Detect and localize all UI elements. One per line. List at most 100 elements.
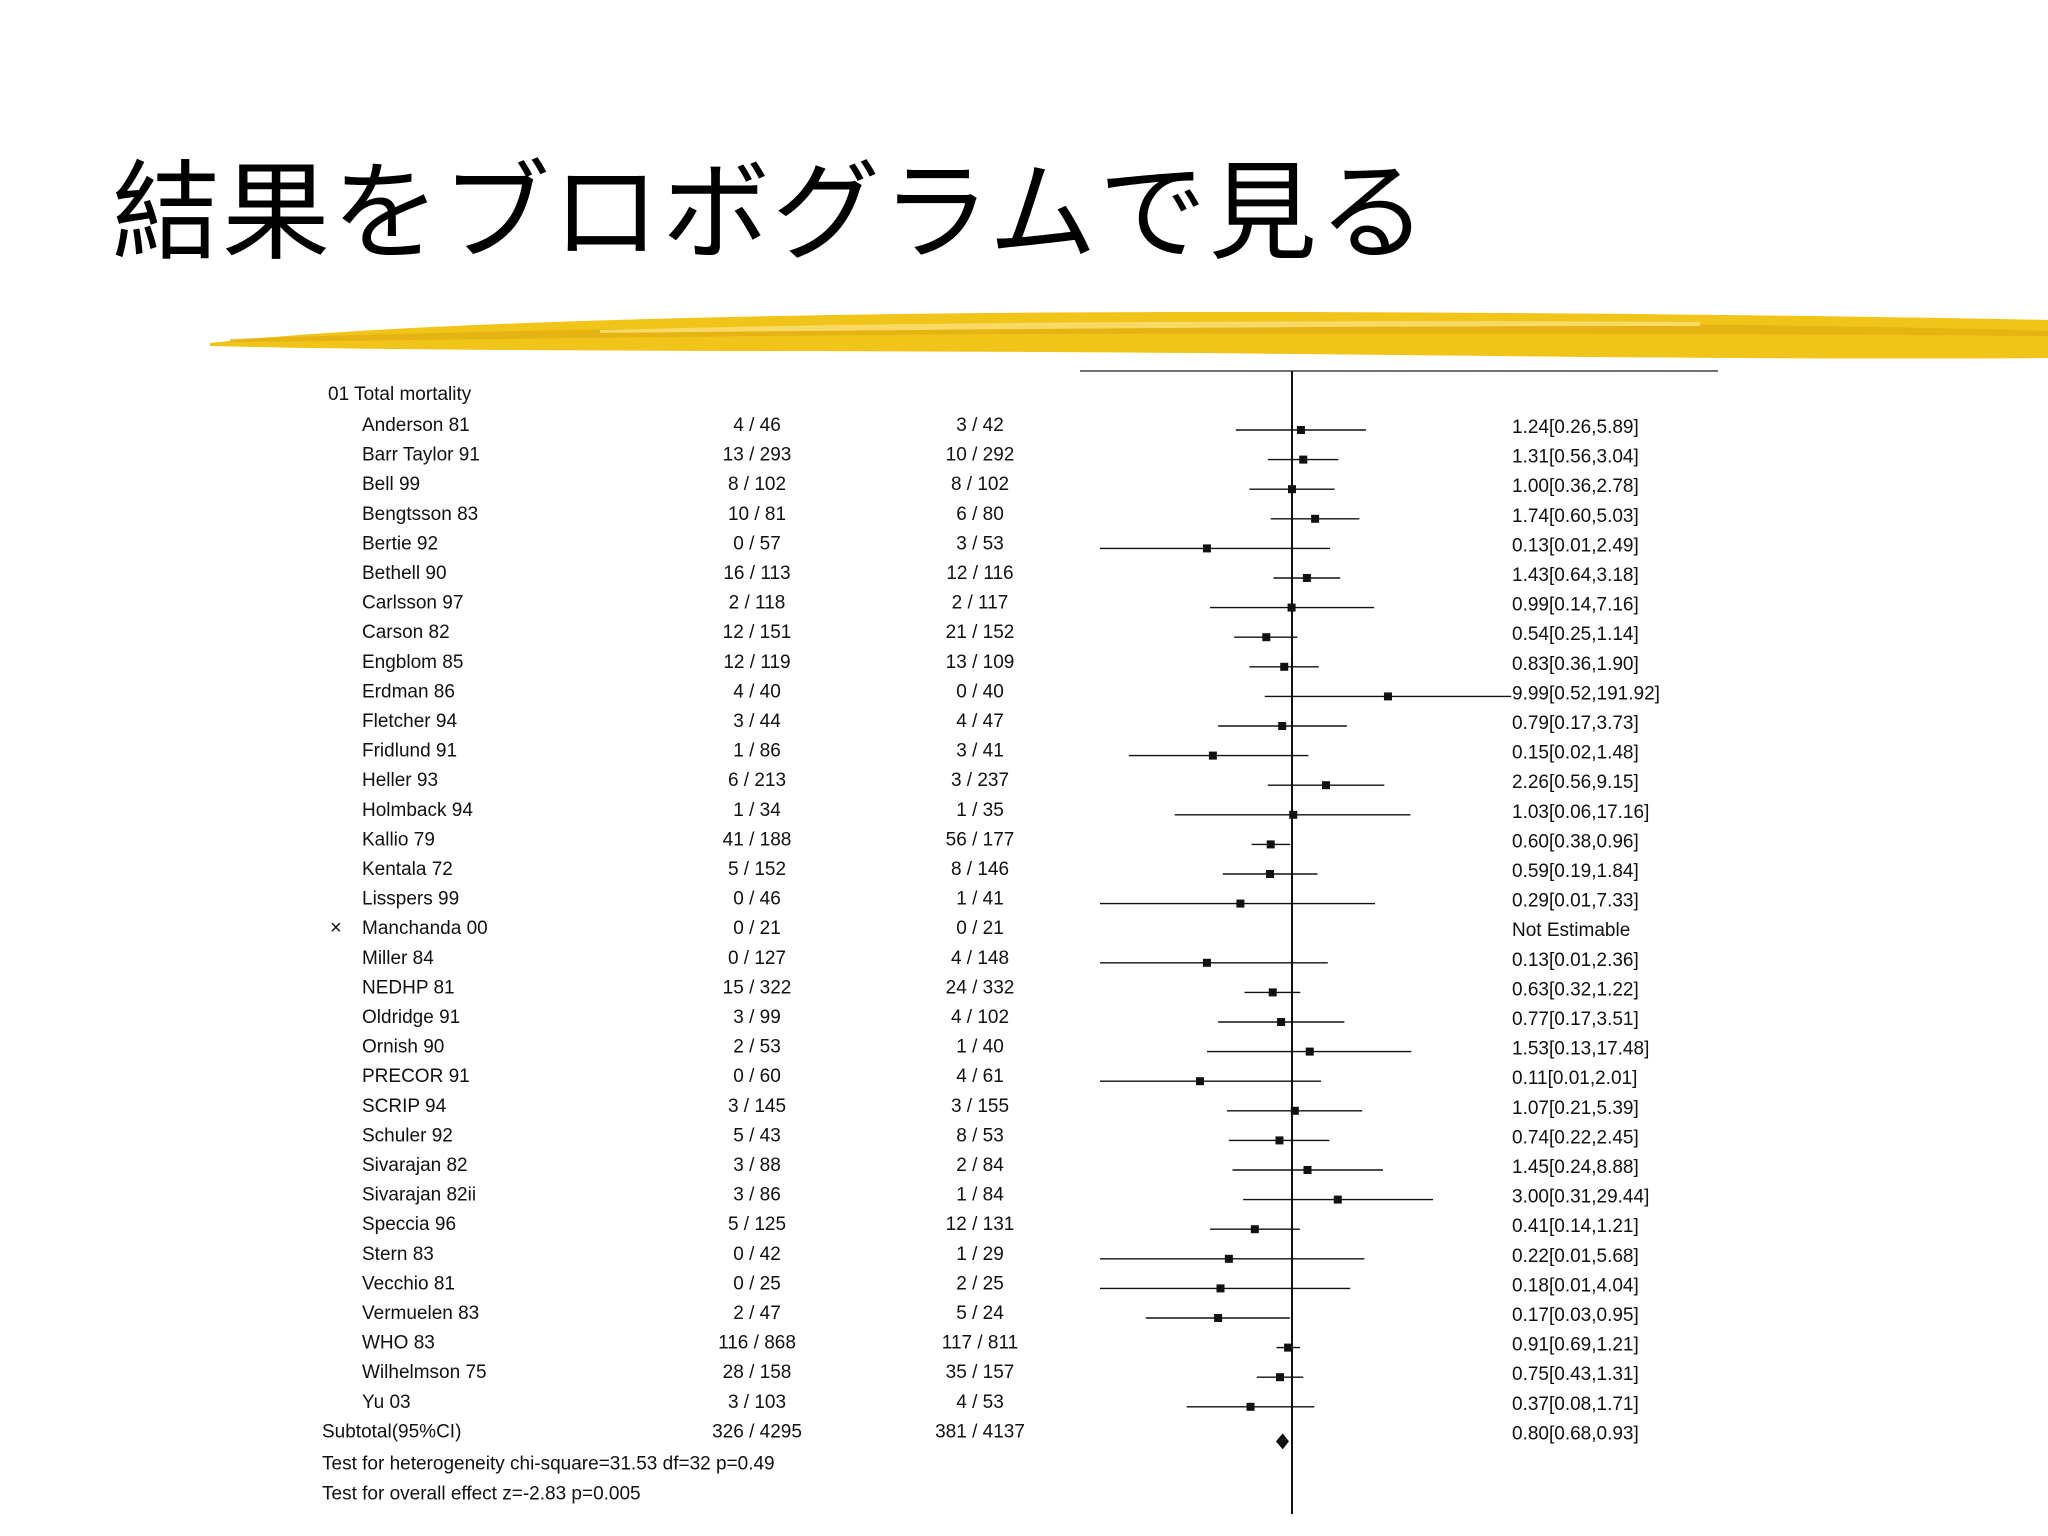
odds-ratio-label: 1.07[0.21,5.39] [1512, 1098, 1639, 1119]
control-count: 8 / 53 [956, 1125, 1004, 1146]
study-name: Yu 03 [362, 1392, 411, 1413]
point-estimate [1299, 455, 1308, 464]
treatment-count: 28 / 158 [723, 1362, 792, 1383]
odds-ratio-label: 0.74[0.22,2.45] [1512, 1127, 1639, 1148]
treatment-count: 12 / 119 [723, 652, 790, 673]
treatment-count: 10 / 81 [728, 504, 786, 525]
footnote: Test for overall effect z=-2.83 p=0.005 [322, 1483, 641, 1504]
subtotal-odds-ratio-label: 0.80[0.68,0.93] [1512, 1423, 1639, 1444]
control-count: 3 / 237 [951, 770, 1009, 791]
control-count: 3 / 53 [956, 533, 1004, 554]
point-estimate [1236, 899, 1245, 908]
treatment-count: 2 / 53 [733, 1037, 781, 1058]
odds-ratio-label: 0.29[0.01,7.33] [1512, 891, 1639, 912]
study-name: Sivarajan 82 [362, 1155, 468, 1176]
study-name: Anderson 81 [362, 415, 470, 436]
brush-stroke-streak [230, 323, 2048, 342]
odds-ratio-label: 2.26[0.56,9.15] [1512, 772, 1639, 793]
point-estimate [1287, 603, 1296, 612]
treatment-count: 15 / 322 [723, 977, 792, 998]
control-count: 2 / 25 [956, 1273, 1004, 1294]
study-name: Carson 82 [362, 622, 450, 643]
odds-ratio-label: 0.15[0.02,1.48] [1512, 743, 1639, 764]
point-estimate [1278, 722, 1287, 730]
point-estimate [1289, 810, 1298, 819]
study-name: Manchanda 00 [362, 918, 488, 939]
control-count: 4 / 61 [956, 1066, 1004, 1087]
control-count: 24 / 332 [946, 977, 1015, 998]
odds-ratio-label: 1.53[0.13,17.48] [1512, 1039, 1649, 1060]
odds-ratio-label: 0.91[0.69,1.21] [1512, 1335, 1639, 1356]
treatment-count: 16 / 113 [723, 563, 790, 584]
treatment-count: 3 / 44 [733, 711, 781, 732]
odds-ratio-label: 1.00[0.36,2.78] [1512, 476, 1639, 497]
subtotal-control-count: 381 / 4137 [935, 1421, 1025, 1442]
point-estimate [1266, 870, 1275, 878]
control-count: 4 / 148 [951, 948, 1009, 969]
point-estimate [1280, 662, 1289, 671]
excluded-marker: × [330, 917, 342, 939]
point-estimate [1214, 1314, 1223, 1322]
odds-ratio-label: 1.31[0.56,3.04] [1512, 447, 1639, 468]
point-estimate [1208, 751, 1217, 760]
control-count: 1 / 41 [956, 889, 1004, 910]
point-estimate [1321, 781, 1330, 790]
study-name: Bengtsson 83 [362, 504, 478, 525]
control-count: 117 / 811 [942, 1333, 1018, 1354]
point-estimate [1268, 988, 1277, 997]
odds-ratio-label: 0.77[0.17,3.51] [1512, 1009, 1639, 1030]
study-name: Ornish 90 [362, 1037, 444, 1058]
control-count: 6 / 80 [956, 504, 1004, 525]
point-estimate [1202, 544, 1211, 553]
treatment-count: 3 / 88 [733, 1155, 781, 1176]
odds-ratio-label: 0.60[0.38,0.96] [1512, 831, 1639, 852]
study-name: Oldridge 91 [362, 1007, 460, 1028]
study-name: SCRIP 94 [362, 1096, 447, 1117]
point-estimate [1275, 1136, 1284, 1145]
study-name: Carlsson 97 [362, 593, 463, 614]
control-count: 5 / 24 [956, 1303, 1004, 1324]
study-name: Vermuelen 83 [362, 1303, 479, 1324]
footnote: Test for heterogeneity chi-square=31.53 … [322, 1453, 775, 1474]
control-count: 1 / 29 [956, 1244, 1004, 1265]
subtotal-name: Subtotal(95%CI) [322, 1421, 461, 1442]
treatment-count: 2 / 47 [733, 1303, 781, 1324]
control-count: 1 / 35 [956, 800, 1004, 821]
study-name: Holmback 94 [362, 800, 473, 821]
treatment-count: 12 / 151 [723, 622, 792, 643]
point-estimate [1216, 1284, 1225, 1293]
odds-ratio-label: 0.59[0.19,1.84] [1512, 861, 1639, 882]
control-count: 8 / 146 [951, 859, 1009, 880]
control-count: 13 / 109 [946, 652, 1015, 673]
odds-ratio-label: 0.99[0.14,7.16] [1512, 595, 1639, 616]
odds-ratio-label: 1.24[0.26,5.89] [1512, 417, 1639, 438]
control-count: 8 / 102 [951, 474, 1009, 495]
study-name: Barr Taylor 91 [362, 445, 480, 466]
point-estimate [1246, 1402, 1255, 1411]
point-estimate [1333, 1195, 1342, 1204]
control-count: 12 / 131 [946, 1214, 1015, 1235]
odds-ratio-label: 0.83[0.36,1.90] [1512, 654, 1639, 675]
study-name: Wilhelmson 75 [362, 1362, 487, 1383]
treatment-count: 116 / 868 [718, 1333, 796, 1354]
point-estimate [1250, 1225, 1259, 1234]
odds-ratio-label: 0.79[0.17,3.73] [1512, 713, 1639, 734]
treatment-count: 0 / 60 [733, 1066, 781, 1087]
study-name: Sivarajan 82ii [362, 1185, 476, 1206]
control-count: 21 / 152 [946, 622, 1015, 643]
point-estimate [1284, 1343, 1293, 1352]
slide-title: 結果をブロボグラムで見る [112, 151, 1429, 276]
control-count: 10 / 292 [946, 445, 1015, 466]
point-estimate [1266, 840, 1275, 849]
study-name: Fridlund 91 [362, 741, 457, 762]
study-name: Kentala 72 [362, 859, 453, 880]
treatment-count: 0 / 42 [733, 1244, 781, 1265]
treatment-count: 5 / 43 [733, 1125, 781, 1146]
control-count: 4 / 102 [951, 1007, 1009, 1028]
point-estimate [1296, 426, 1305, 434]
odds-ratio-label: 0.54[0.25,1.14] [1512, 624, 1639, 645]
point-estimate [1277, 1018, 1286, 1026]
control-count: 3 / 155 [951, 1096, 1009, 1117]
